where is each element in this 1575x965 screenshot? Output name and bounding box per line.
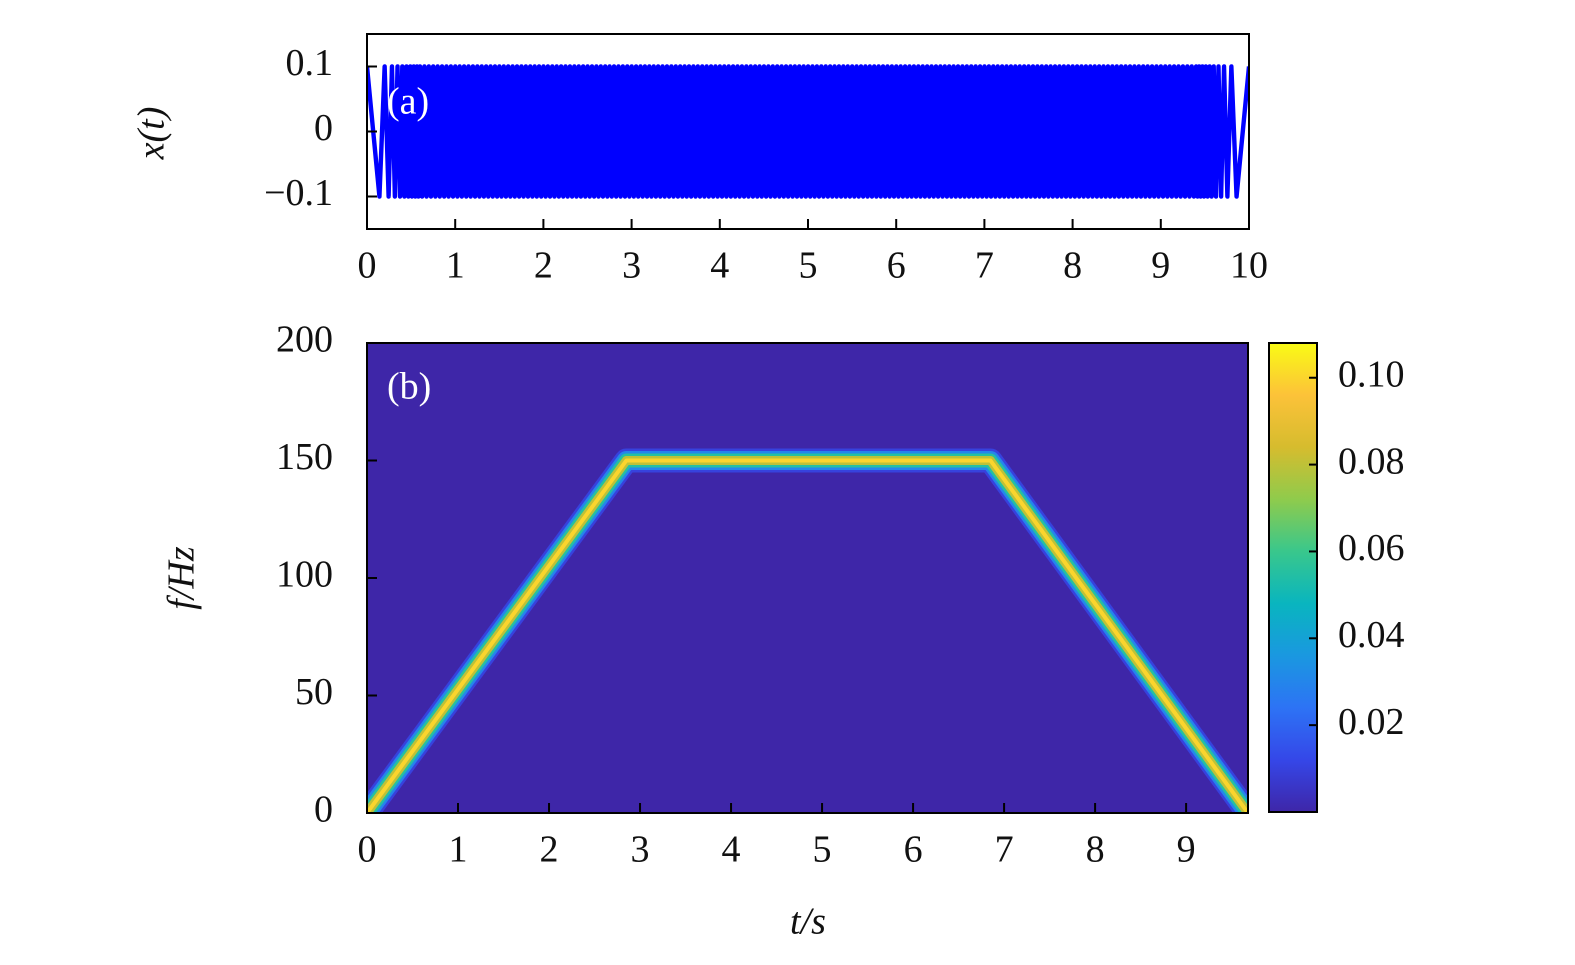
x-tick-label: 0 — [358, 829, 377, 871]
y-tick-label: 100 — [276, 554, 333, 596]
x-tick-label: 1 — [446, 245, 465, 287]
y-tick-label: 200 — [276, 319, 333, 361]
x-tick-label: 2 — [540, 829, 559, 871]
x-tick-label: 6 — [904, 829, 923, 871]
x-tick-label: 6 — [887, 245, 906, 287]
x-tick-label: 4 — [722, 829, 741, 871]
colorbar-tick-label: 0.06 — [1338, 527, 1405, 569]
x-tick-label: 5 — [813, 829, 832, 871]
colorbar — [1268, 342, 1318, 813]
y-tick-label: 0 — [314, 789, 333, 831]
x-tick-label: 2 — [534, 245, 553, 287]
x-tick-label: 4 — [710, 245, 729, 287]
x-tick-label: 8 — [1063, 245, 1082, 287]
x-axis-label: t/s — [790, 901, 826, 943]
ridge — [367, 458, 1248, 813]
x-tick-label: 7 — [975, 245, 994, 287]
x-tick-label: 1 — [449, 829, 468, 871]
y-tick-label: 0.1 — [286, 42, 334, 84]
x-tick-label: 3 — [631, 829, 650, 871]
spectrogram-background — [367, 343, 1248, 813]
colorbar-tick-label: 0.08 — [1338, 440, 1405, 482]
y-tick-label: −0.1 — [264, 172, 333, 214]
colorbar-tick-label: 0.02 — [1338, 701, 1405, 743]
y-tick-label: 50 — [295, 671, 333, 713]
x-tick-label: 0 — [358, 245, 377, 287]
signal-line — [367, 64, 1249, 199]
y-tick-label: 150 — [276, 436, 333, 478]
x-tick-label: 7 — [995, 829, 1014, 871]
x-tick-label: 9 — [1177, 829, 1196, 871]
y-axis-label: x(t) — [131, 107, 173, 161]
x-tick-label: 5 — [799, 245, 818, 287]
x-tick-label: 10 — [1230, 245, 1268, 287]
panel-label: (a) — [387, 81, 429, 123]
y-axis-label: f/Hz — [161, 546, 203, 610]
x-tick-label: 8 — [1086, 829, 1105, 871]
x-tick-label: 9 — [1151, 245, 1170, 287]
panel-label: (b) — [387, 366, 431, 408]
colorbar-tick-label: 0.04 — [1338, 614, 1405, 656]
x-tick-label: 3 — [622, 245, 641, 287]
colorbar-tick-label: 0.10 — [1338, 353, 1405, 395]
y-tick-label: 0 — [314, 107, 333, 149]
